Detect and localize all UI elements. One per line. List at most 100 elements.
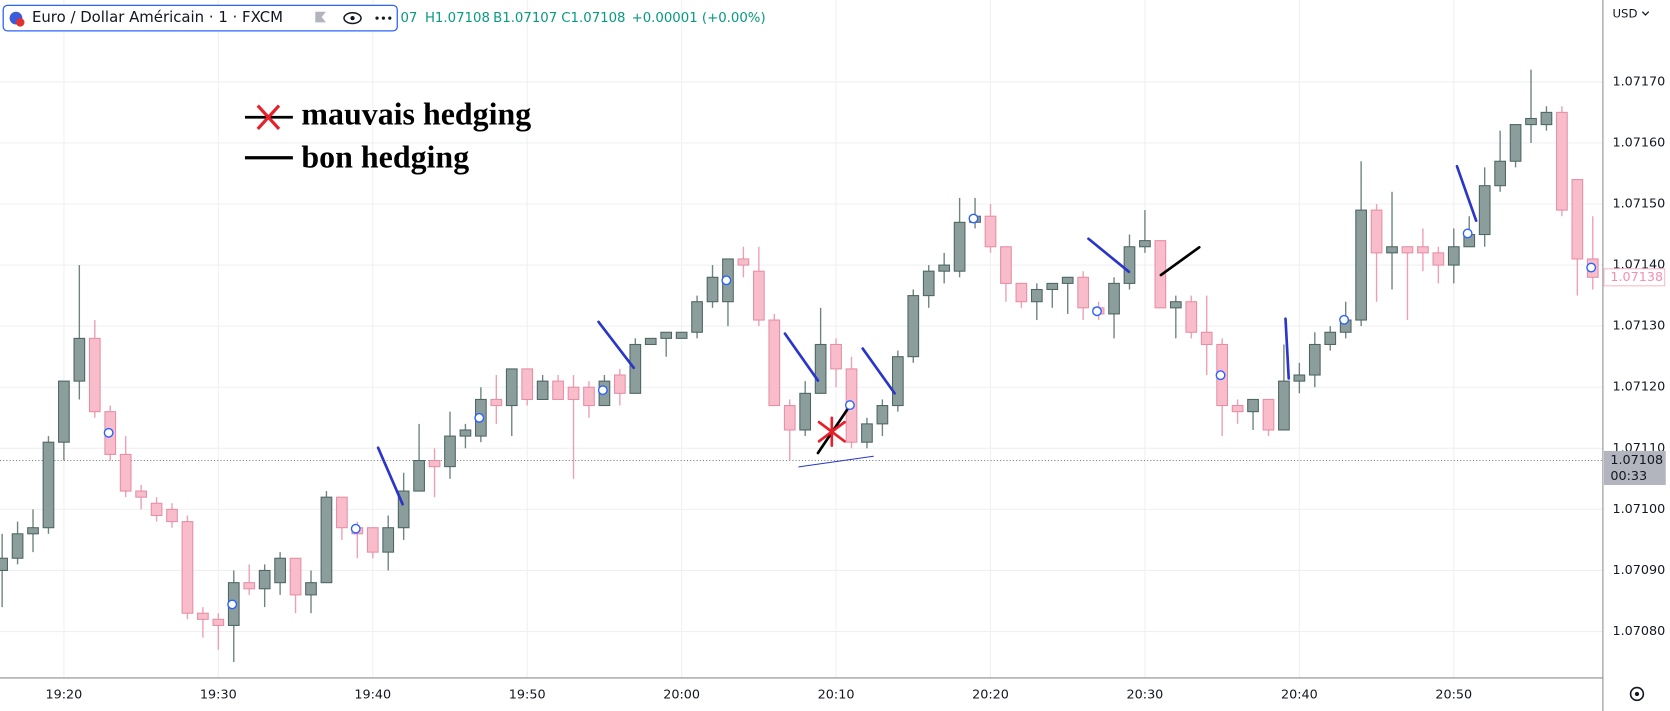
visibility-icon — [350, 15, 355, 21]
more-icon[interactable] — [375, 16, 392, 20]
candle-body — [583, 386, 595, 407]
candle-body — [88, 337, 101, 413]
candle-body — [212, 618, 225, 626]
candle-body — [289, 557, 302, 596]
candle-body — [953, 221, 966, 272]
candle-body — [1293, 374, 1306, 382]
red-cross — [817, 416, 846, 447]
candle-body — [644, 337, 657, 346]
trade-marker — [597, 385, 608, 396]
trade-marker — [474, 412, 485, 423]
last-close-label: 1.07138 — [1610, 270, 1663, 285]
trade-marker — [1092, 306, 1102, 317]
x-tick-label: 19:30 — [200, 688, 237, 703]
candle-body — [1000, 246, 1012, 284]
candle-body — [397, 490, 410, 529]
candle-body — [181, 521, 194, 614]
candle-body — [984, 215, 997, 248]
y-tick-label: 1.07170 — [1612, 74, 1665, 89]
y-tick-label: 1.07120 — [1612, 380, 1665, 395]
visibility-icon[interactable] — [343, 12, 362, 25]
blue-annotation — [376, 446, 404, 506]
candle-body — [382, 527, 395, 553]
countdown-label: 00:33 — [1610, 469, 1647, 484]
y-tick-label: 1.07130 — [1612, 319, 1665, 334]
symbol-box[interactable] — [2, 4, 398, 32]
flag-marker[interactable] — [315, 11, 326, 23]
candle-body — [536, 380, 549, 400]
candle-body — [1169, 301, 1182, 309]
candle-body — [27, 527, 39, 535]
currency-label[interactable]: USD — [1612, 6, 1637, 20]
currency-chevron[interactable] — [1641, 11, 1650, 16]
bid-label: 1.07108 — [1610, 453, 1663, 468]
candle-body — [1525, 117, 1537, 126]
candle-body — [150, 502, 163, 517]
candle-body — [1185, 301, 1198, 333]
dot — [375, 16, 379, 20]
candle-body — [1231, 405, 1244, 413]
settings-icon — [1634, 691, 1640, 697]
candle-body — [1108, 282, 1120, 315]
x-tick-label: 20:00 — [663, 688, 700, 703]
dot — [388, 16, 392, 20]
trade-marker — [1215, 370, 1226, 381]
black-annotation — [1159, 245, 1201, 277]
candle-body — [691, 301, 703, 333]
trade-marker — [968, 213, 979, 224]
candle-body — [752, 270, 765, 321]
candle-body — [706, 276, 719, 303]
y-tick-label: 1.07080 — [1612, 624, 1665, 639]
price-axis-bg — [1602, 0, 1670, 711]
axis-layer: 1.070801.070901.071001.071101.071201.071… — [46, 74, 1666, 703]
grid-layer — [0, 0, 1603, 678]
candle-body — [922, 270, 935, 297]
candle-body — [1200, 331, 1213, 346]
legend-cross — [256, 104, 281, 131]
candle-body — [197, 612, 209, 620]
legend-label: mauvais hedging — [301, 97, 531, 132]
candle-body — [11, 533, 24, 559]
blue-annotation — [1455, 164, 1478, 222]
trade-marker — [1462, 228, 1473, 239]
blue-annotation — [861, 347, 896, 395]
candle-body — [1432, 252, 1445, 266]
candle-body — [1324, 331, 1337, 346]
candle-body — [876, 405, 889, 425]
candle-body — [73, 337, 86, 382]
candle-body — [1540, 111, 1553, 126]
candle-body — [567, 386, 580, 400]
legend: mauvais hedging bon hedging — [244, 97, 531, 174]
ohlc-readout: 07 — [400, 11, 417, 26]
ohlc-readout: C1.07108 — [561, 11, 625, 26]
candle-body — [938, 264, 951, 272]
blue-annotation — [783, 332, 820, 382]
x-tick-label: 20:20 — [972, 688, 1009, 703]
x-tick-label: 20:10 — [818, 688, 855, 703]
candle-body — [42, 441, 55, 529]
candle-body — [428, 459, 441, 468]
trade-marker — [103, 427, 114, 438]
candle-body — [58, 380, 70, 443]
ohlc-readout: H1.07108 — [425, 11, 490, 26]
y-tick-label: 1.07090 — [1612, 563, 1665, 578]
candle-body — [861, 423, 873, 443]
x-tick-label: 20:50 — [1435, 688, 1472, 703]
candle-body — [135, 490, 147, 498]
candle-body — [1123, 246, 1136, 284]
settings-icon[interactable] — [1629, 686, 1645, 702]
ohlc-readout: +0.00001 (+0.00%) — [632, 11, 766, 26]
candle-body — [1355, 209, 1367, 321]
candle-body — [1308, 343, 1321, 376]
candle-body — [1386, 246, 1398, 254]
candle-body — [1247, 398, 1259, 413]
candle-body — [490, 398, 503, 407]
candle-body — [814, 343, 827, 394]
candle-body — [1061, 276, 1074, 284]
candle-body — [1478, 185, 1491, 236]
dot — [381, 16, 386, 20]
candle-body — [629, 343, 642, 394]
candle-body — [1571, 179, 1584, 260]
candle-body — [444, 435, 456, 468]
